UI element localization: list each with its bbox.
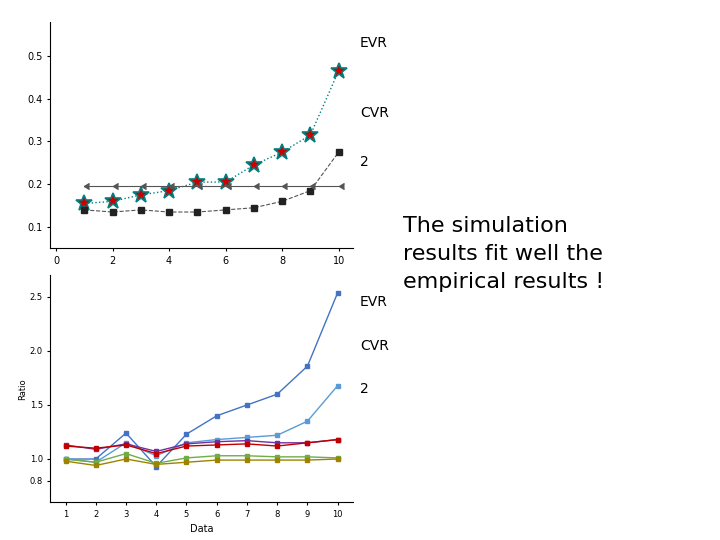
Text: CVR: CVR [360, 106, 389, 120]
Text: EVR: EVR [360, 295, 388, 309]
Text: EVR: EVR [360, 36, 388, 50]
Text: CVR: CVR [360, 339, 389, 353]
Y-axis label: Ratio: Ratio [18, 378, 27, 400]
Text: 2: 2 [360, 155, 369, 169]
X-axis label: Data: Data [190, 524, 213, 535]
Text: The simulation
results fit well the
empirical results !: The simulation results fit well the empi… [403, 216, 605, 292]
Text: 2: 2 [360, 382, 369, 396]
